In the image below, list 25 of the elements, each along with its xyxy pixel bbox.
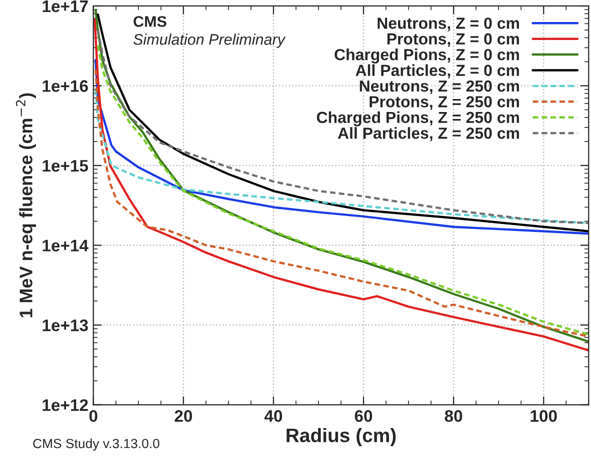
y-axis-title: 1 MeV n-eq fluence (cm$^{−2}$) [16,93,36,318]
y-tick-label: 1e+16 [42,80,88,92]
annotation: Simulation Preliminary [133,34,286,48]
annotation: CMS [134,16,166,27]
x-tick-label: 80 [444,410,462,422]
y-tick-label: 1e+12 [42,399,88,412]
legend-label: Charged Pions, Z = 0 cm [334,48,519,64]
legend-label: Charged Pions, Z = 250 cm [316,111,519,126]
y-tick-label: 1e+13 [42,319,88,332]
x-tick-label: 100 [530,410,557,422]
x-tick-label: 40 [264,410,282,422]
y-tick-label: 1e+15 [42,160,88,172]
legend-label: Protons, Z = 0 cm [387,33,519,47]
legend-label: Protons, Z = 250 cm [370,96,519,110]
y-tick-label: 1e+17 [42,0,88,12]
legend-label: All Particles, Z = 0 cm [356,64,519,78]
text: CMS Study v.3.13.0.0 [33,438,160,451]
y-tick-label: 1e+14 [42,240,88,252]
legend-label: Neutrons, Z = 250 cm [360,80,519,94]
x-tick-label: 20 [174,410,192,422]
legend-label: All Particles, Z = 250 cm [338,127,519,142]
x-tick-label: 0 [89,410,98,422]
legend-label: Neutrons, Z = 0 cm [378,18,519,32]
x-tick-label: 60 [354,410,372,422]
x-axis-title: Radius (cm) [286,428,396,446]
